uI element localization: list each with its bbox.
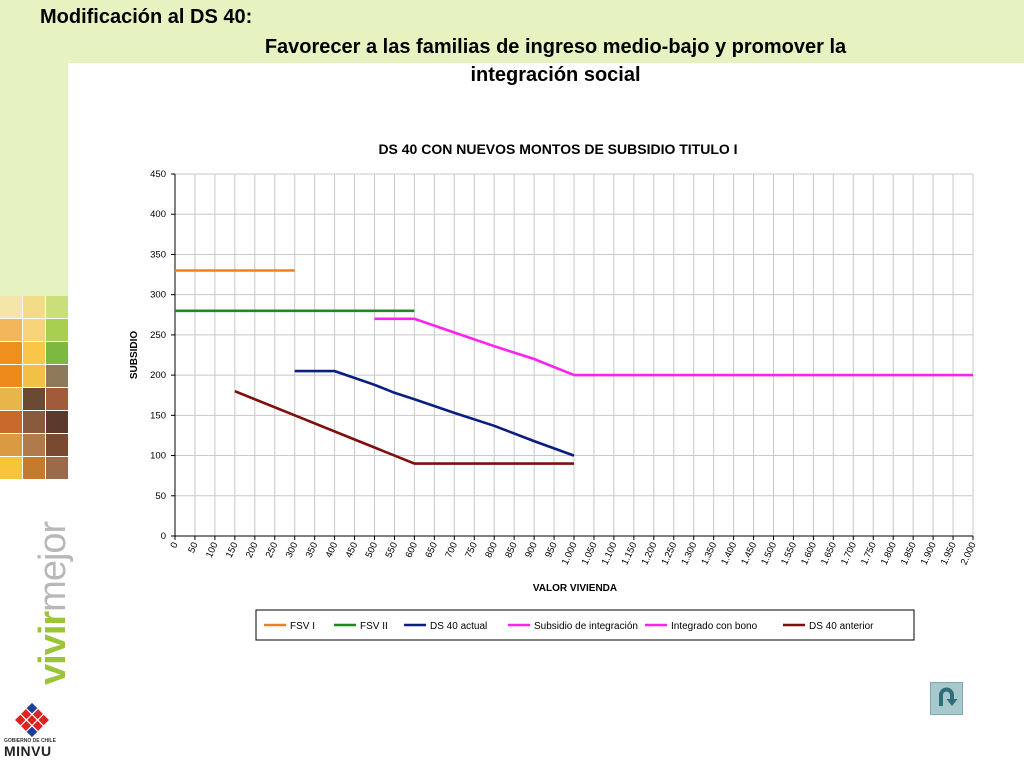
slide-subtitle: Favorecer a las familias de ingreso medi…	[0, 33, 1024, 89]
y-tick-label: 150	[150, 410, 166, 421]
x-tick-label: 1.750	[859, 541, 879, 567]
x-tick-label: 1.000	[560, 541, 580, 567]
legend-entry: DS 40 actual	[430, 621, 487, 632]
minvu-emblem-icon	[15, 703, 49, 737]
x-tick-label: 700	[443, 541, 460, 560]
series-line-ds-40-anterior	[234, 389, 574, 465]
return-button[interactable]	[930, 682, 963, 715]
chart-grid	[174, 173, 974, 537]
photo-mosaic	[0, 296, 68, 480]
series-line-ds-40-actual	[294, 369, 575, 457]
x-tick-label: 1.700	[839, 541, 859, 567]
x-tick-label: 1.650	[819, 541, 839, 567]
x-tick-label: 750	[463, 541, 480, 560]
x-tick-label: 1.150	[620, 541, 640, 567]
org-name: MINVU	[4, 743, 52, 759]
x-tick-label: 600	[403, 541, 420, 560]
y-tick-label: 50	[155, 491, 166, 502]
x-tick-label: 400	[324, 541, 341, 560]
x-tick-label: 1.400	[719, 541, 739, 567]
x-tick-label: 1.300	[679, 541, 699, 567]
x-tick-label: 150	[224, 541, 241, 560]
y-tick-label: 250	[150, 330, 166, 341]
x-tick-label: 0	[169, 541, 181, 550]
x-tick-label: 50	[186, 541, 200, 555]
x-tick-label: 1.900	[919, 541, 939, 567]
header-band	[0, 0, 1024, 63]
y-tick-label: 400	[150, 209, 166, 220]
y-tick-label: 0	[161, 531, 166, 542]
x-tick-label: 1.950	[939, 541, 959, 567]
series-line-subsidio-de-integraci-n	[374, 317, 575, 377]
x-axis-ticks: 0 50 100 150 200 250 300 350 400 450 500 550 600 650 7…	[169, 536, 979, 567]
chart-legend: FSV I FSV II DS 40 actual Subsidio de integ…	[264, 621, 874, 632]
x-tick-label: 350	[304, 541, 321, 560]
x-tick-label: 1.500	[759, 541, 779, 567]
legend-entry: Integrado con bono	[671, 621, 758, 632]
x-tick-label: 1.050	[580, 541, 600, 567]
y-tick-label: 450	[150, 169, 166, 180]
subtitle-line-1: Favorecer a las familias de ingreso medi…	[264, 36, 847, 58]
sidebar-band	[0, 0, 68, 296]
x-tick-label: 1.800	[879, 541, 899, 567]
y-tick-label: 100	[150, 451, 166, 462]
y-tick-label: 300	[150, 290, 166, 301]
x-tick-label: 500	[364, 541, 381, 560]
y-axis-label: SUBSIDIO	[129, 331, 140, 380]
x-tick-label: 650	[423, 541, 440, 560]
y-tick-label: 350	[150, 249, 166, 260]
x-tick-label: 100	[204, 541, 221, 560]
x-tick-label: 1.100	[600, 541, 620, 567]
x-tick-label: 900	[523, 541, 540, 560]
u-turn-arrow-icon	[939, 687, 958, 706]
x-tick-label: 1.250	[659, 541, 679, 567]
y-tick-label: 200	[150, 370, 166, 381]
legend-entry: FSV I	[290, 621, 315, 632]
x-tick-label: 550	[383, 541, 400, 560]
x-tick-label: 2.000	[959, 541, 979, 567]
x-tick-label: 450	[344, 541, 361, 560]
x-tick-label: 1.200	[639, 541, 659, 567]
x-tick-label: 1.850	[899, 541, 919, 567]
x-tick-label: 250	[264, 541, 281, 560]
legend-entry: FSV II	[360, 621, 388, 632]
x-tick-label: 850	[503, 541, 520, 560]
x-tick-label: 1.600	[799, 541, 819, 567]
x-axis-label: VALOR VIVIENDA	[533, 583, 617, 594]
legend-entry: DS 40 anterior	[809, 621, 874, 632]
x-tick-label: 200	[244, 541, 261, 560]
x-tick-label: 950	[543, 541, 560, 560]
subtitle-line-2: integración social	[470, 64, 641, 86]
legend-entry: Subsidio de integración	[534, 621, 638, 632]
x-tick-label: 1.450	[739, 541, 759, 567]
x-tick-label: 300	[284, 541, 301, 560]
y-axis-ticks: 0 50 100 150 200 250 300 350 400 450	[150, 169, 175, 542]
chart-title: DS 40 CON NUEVOS MONTOS DE SUBSIDIO TITU…	[378, 141, 737, 157]
slide-title: Modificación al DS 40:	[40, 6, 253, 28]
x-tick-label: 800	[483, 541, 500, 560]
org-small-text: GOBIERNO DE CHILE	[4, 738, 56, 744]
x-tick-label: 1.550	[779, 541, 799, 567]
chart-series	[175, 269, 973, 465]
x-tick-label: 1.350	[699, 541, 719, 567]
